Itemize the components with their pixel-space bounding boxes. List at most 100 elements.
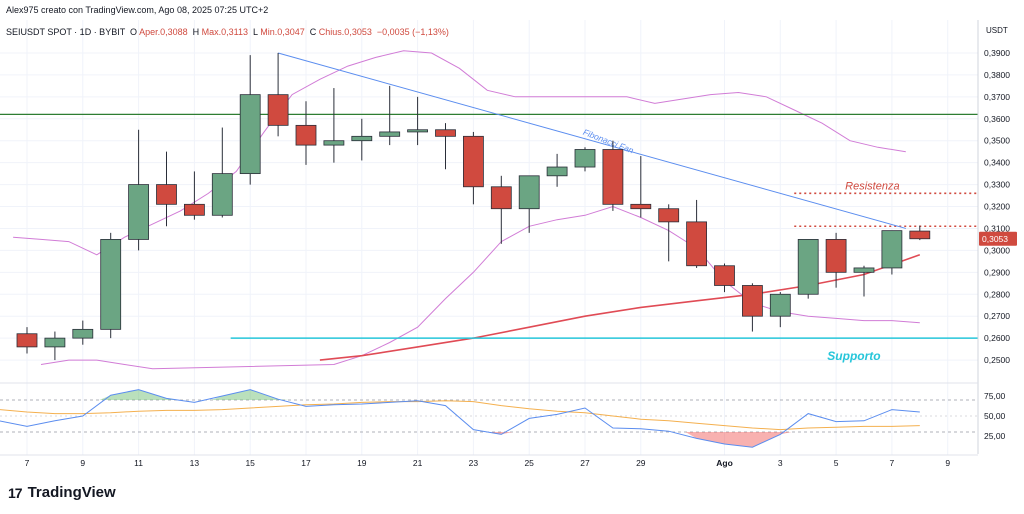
price-tick-label: 0,2600	[984, 333, 1010, 343]
candle-up	[100, 239, 122, 330]
fibonacci-fan-line	[277, 52, 906, 229]
price-tick-label: 0,3600	[984, 114, 1010, 124]
candle-down	[686, 221, 707, 267]
price-tick-label: 0,2700	[984, 311, 1010, 321]
osc-overbought-fill	[211, 389, 290, 400]
time-tick-label: 7	[890, 458, 895, 468]
candle-down	[658, 208, 680, 223]
tradingview-logo-icon: 17	[8, 484, 23, 501]
candle-up	[546, 166, 568, 177]
candle-up	[351, 135, 373, 142]
price-tick-label: 0,3400	[984, 158, 1010, 168]
candle-up	[518, 175, 540, 210]
candle-down	[267, 94, 289, 126]
support-label: Supporto	[827, 349, 880, 363]
resistance-label: Resistenza	[845, 180, 899, 192]
candle-down	[742, 285, 763, 317]
candle-down	[825, 239, 847, 273]
lower-band-line	[40, 205, 920, 370]
candle-up	[239, 94, 261, 175]
price-tick-label: 0,3500	[984, 136, 1010, 146]
candle-down	[490, 186, 512, 210]
candles	[16, 52, 931, 361]
price-tick-label: 0,2800	[984, 289, 1010, 299]
candle-up	[881, 230, 903, 269]
price-tick-label: 0,2900	[984, 267, 1010, 277]
rsi-ma-line	[0, 400, 920, 431]
price-tick-label: 0,3800	[984, 70, 1010, 80]
candle-up	[72, 328, 94, 339]
candle-down	[16, 333, 38, 348]
osc-tick-label: 25,00	[984, 431, 1006, 441]
time-tick-label: 29	[636, 458, 646, 468]
candle-up	[323, 140, 345, 146]
time-tick-label: 9	[80, 458, 85, 468]
time-tick-label: 27	[580, 458, 590, 468]
osc-tick-label: 75,00	[984, 391, 1006, 401]
candle-up	[574, 149, 596, 168]
time-tick-label: 15	[245, 458, 255, 468]
time-tick-label: 25	[524, 458, 534, 468]
high-value: Max.0,3113	[201, 27, 249, 37]
osc-oversold-fill	[490, 432, 513, 435]
osc-tick-label: 50,00	[984, 411, 1006, 421]
ohlc-legend: SEIUSDT SPOT · 1D · BYBIT O Aper.0,3088 …	[6, 27, 449, 37]
candle-up	[379, 131, 401, 137]
open-label: O	[130, 27, 138, 37]
oscillator-panel: 75,00 50,00 25,00	[0, 389, 1006, 448]
time-tick-label: 23	[469, 458, 479, 468]
candle-down	[183, 203, 205, 216]
time-tick-label: 13	[190, 458, 200, 468]
candle-down	[156, 184, 177, 205]
close-label: C	[309, 27, 317, 37]
time-tick-label: 3	[778, 458, 783, 468]
time-tick-label: 11	[134, 458, 143, 468]
candle-up	[797, 239, 819, 295]
time-tick-label: 5	[834, 458, 839, 468]
upper-band-line	[13, 50, 906, 256]
creator-line: Alex975 creato con TradingView.com, Ago …	[6, 5, 269, 15]
currency-label: USDT	[986, 26, 1008, 35]
price-tick-label: 0,3300	[984, 180, 1010, 190]
candle-up	[128, 184, 150, 240]
candle-down	[630, 203, 652, 210]
change-value: −0,0035 (−1,13%)	[376, 27, 449, 37]
time-tick-label: 7	[25, 458, 30, 468]
price-tick-label: 0,3900	[984, 48, 1010, 58]
candle-up	[211, 173, 233, 216]
symbol-label[interactable]: SEIUSDT SPOT · 1D · BYBIT	[6, 27, 126, 37]
candle-down	[295, 124, 317, 146]
tradingview-logo[interactable]: 17 TradingView	[8, 484, 116, 501]
low-label: L	[253, 27, 258, 37]
time-tick-label: 21	[413, 458, 423, 468]
low-value: Min.0,3047	[260, 27, 305, 37]
time-tick-label: Ago	[716, 458, 733, 468]
price-tick-label: 0,3200	[984, 202, 1010, 212]
tradingview-logo-text: TradingView	[27, 484, 116, 501]
candle-down	[462, 135, 484, 188]
price-tick-label: 0,3700	[984, 92, 1010, 102]
candle-up	[44, 337, 66, 348]
last-price-tag	[979, 231, 1017, 246]
candle-up	[407, 129, 429, 133]
last-price-label: 0,3053	[982, 234, 1008, 244]
candle-down	[909, 230, 931, 240]
osc-overbought-fill	[99, 389, 178, 400]
open-value: Aper.0,3088	[139, 27, 188, 37]
time-tick-label: 17	[301, 458, 311, 468]
candle-up	[853, 267, 875, 273]
rsi-line	[0, 389, 920, 448]
axes: USDT 0,3900 0,3800 0,3700 0,3600 0,3500 0,3400…	[0, 20, 1017, 468]
time-tick-label: 9	[945, 458, 950, 468]
candle-down	[714, 265, 735, 286]
price-tick-label: 0,3000	[984, 245, 1010, 255]
candle-up	[769, 293, 791, 317]
close-value: Chius.0,3053	[318, 27, 372, 37]
price-tick-label: 0,3100	[984, 223, 1010, 233]
candle-down	[602, 149, 624, 205]
price-tick-label: 0,2500	[984, 355, 1010, 365]
candle-down	[435, 129, 456, 137]
